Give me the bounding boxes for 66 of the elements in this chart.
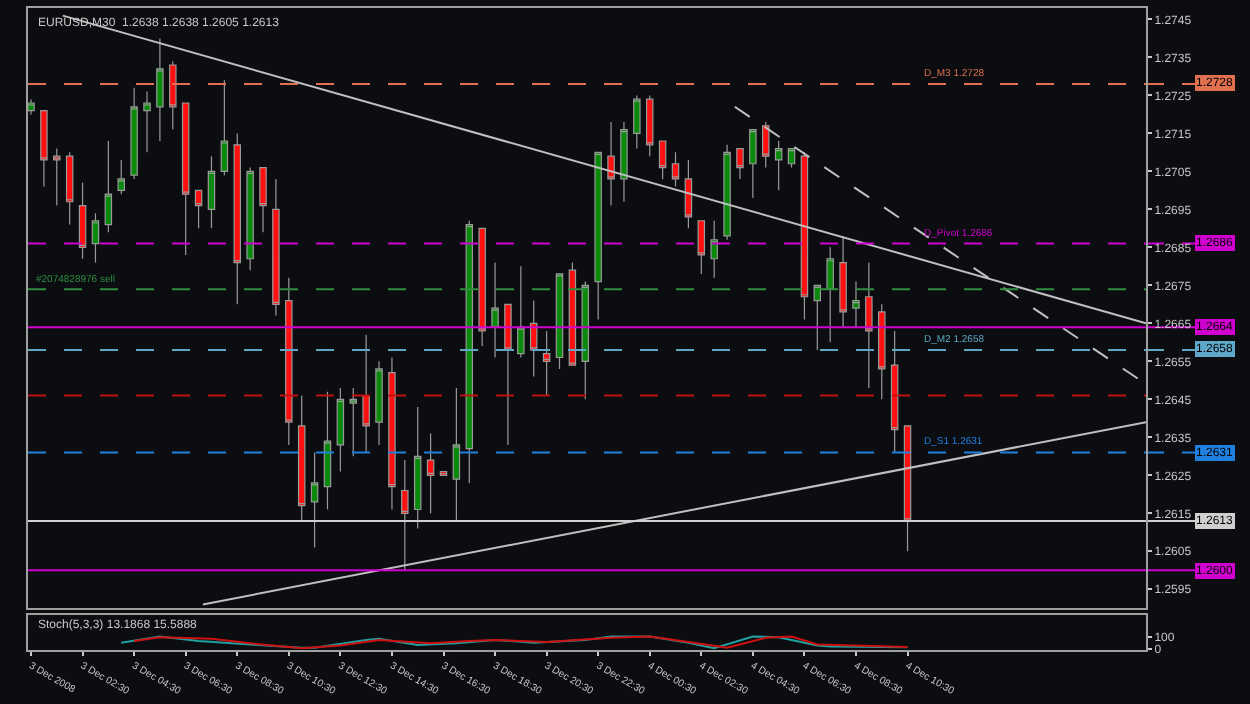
candlestick bbox=[671, 151, 680, 188]
candlestick bbox=[310, 451, 319, 549]
candlestick bbox=[40, 109, 48, 188]
candlestick bbox=[697, 220, 706, 275]
candlestick bbox=[517, 265, 525, 359]
candlestick bbox=[542, 330, 551, 397]
candlestick bbox=[736, 147, 744, 180]
candlestick bbox=[336, 387, 345, 473]
candlestick bbox=[710, 220, 718, 279]
candlestick bbox=[401, 459, 409, 571]
candlestick bbox=[78, 182, 87, 260]
candlestick bbox=[684, 159, 693, 229]
candlestick bbox=[207, 155, 216, 229]
candlestick bbox=[169, 60, 177, 131]
candlestick bbox=[194, 189, 203, 229]
candlestick bbox=[465, 220, 474, 484]
candlestick bbox=[297, 394, 306, 522]
candlestick bbox=[749, 128, 757, 199]
candlestick bbox=[130, 87, 138, 180]
candlestick bbox=[620, 121, 628, 203]
candlestick bbox=[594, 151, 602, 321]
candlestick bbox=[53, 147, 61, 207]
candlestick bbox=[504, 303, 512, 446]
candlestick bbox=[246, 166, 254, 271]
candlestick bbox=[645, 94, 654, 157]
candlestick bbox=[633, 94, 641, 150]
candlestick bbox=[478, 227, 486, 347]
candlestick bbox=[865, 261, 873, 389]
candlestick bbox=[117, 159, 125, 195]
candlestick bbox=[607, 121, 615, 207]
candlestick bbox=[259, 166, 267, 233]
candlestick bbox=[375, 360, 383, 446]
candlestick bbox=[413, 406, 422, 530]
candlestick bbox=[452, 387, 461, 522]
candlestick bbox=[826, 246, 834, 343]
candlestick bbox=[555, 273, 564, 370]
candlestick bbox=[426, 432, 435, 514]
candlestick bbox=[839, 235, 847, 328]
candlestick bbox=[362, 334, 370, 454]
candlestick bbox=[285, 277, 293, 446]
candlestick bbox=[272, 178, 280, 317]
candlestick bbox=[233, 132, 241, 305]
candlestick bbox=[349, 387, 358, 457]
candlestick bbox=[813, 284, 822, 351]
candlestick bbox=[852, 280, 860, 328]
candlestick bbox=[143, 90, 151, 153]
candlestick bbox=[156, 37, 164, 142]
candlestick bbox=[581, 280, 590, 400]
candlestick bbox=[800, 151, 809, 321]
candlestick bbox=[774, 140, 783, 191]
candlestick bbox=[491, 261, 499, 359]
candlestick bbox=[890, 330, 899, 454]
candlestick bbox=[104, 140, 113, 233]
candlestick bbox=[723, 144, 731, 241]
candlestick bbox=[787, 147, 796, 169]
candlestick bbox=[878, 303, 886, 400]
candlestick bbox=[220, 79, 229, 176]
candlestick bbox=[761, 121, 770, 169]
candlestick bbox=[903, 425, 912, 552]
candlestick bbox=[181, 102, 190, 256]
candlestick bbox=[529, 299, 538, 378]
candlestick bbox=[388, 356, 396, 511]
candlestick bbox=[91, 212, 100, 264]
candlestick bbox=[323, 391, 332, 511]
candlestick bbox=[65, 151, 74, 226]
candlestick bbox=[658, 140, 667, 180]
